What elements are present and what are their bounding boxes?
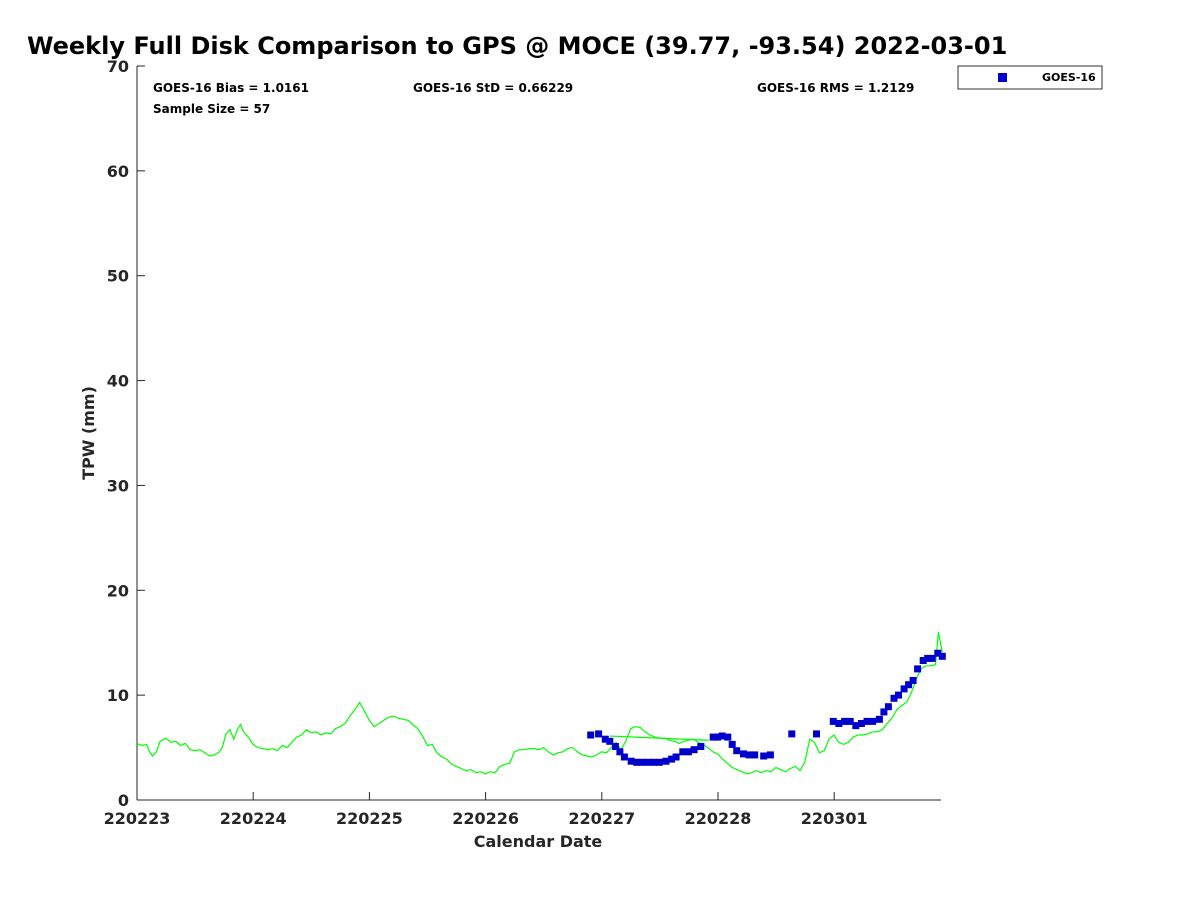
goes16-point <box>835 720 843 727</box>
goes16-point <box>928 654 936 662</box>
goes16-point <box>668 755 676 763</box>
stat-bias: GOES-16 Bias = 1.0161 <box>153 81 309 95</box>
goes16-point <box>620 753 628 761</box>
goes16-point <box>934 649 942 657</box>
goes16-point <box>869 717 877 725</box>
goes16-point <box>633 758 641 766</box>
y-tick-label: 20 <box>107 581 129 600</box>
goes16-series <box>587 649 946 766</box>
chart-title: Weekly Full Disk Comparison to GPS @ MOC… <box>27 32 1007 60</box>
goes16-point <box>863 717 871 725</box>
goes16-point <box>900 685 908 693</box>
x-axis-label: Calendar Date <box>474 832 603 851</box>
goes16-point <box>745 751 753 759</box>
goes16-point <box>718 732 726 740</box>
y-tick-label: 30 <box>107 476 129 495</box>
x-tick-label: 220224 <box>220 809 287 828</box>
goes16-point <box>606 737 614 745</box>
goes16-point <box>650 758 658 766</box>
goes16-point <box>938 652 946 660</box>
goes16-point <box>733 747 741 755</box>
legend-label-goes16: GOES-16 <box>1042 71 1096 84</box>
goes16-point <box>890 694 898 702</box>
goes16-point <box>611 743 619 750</box>
plot-frame <box>136 66 941 801</box>
stat-std: GOES-16 StD = 0.66229 <box>413 81 573 95</box>
y-tick-label: 50 <box>107 267 129 286</box>
goes16-point <box>895 691 902 699</box>
goes16-point <box>766 751 774 759</box>
goes16-point <box>841 717 849 725</box>
goes16-point <box>924 654 932 662</box>
goes16-point <box>852 722 860 730</box>
x-tick-label: 220223 <box>104 809 171 828</box>
y-tick-label: 10 <box>107 686 129 705</box>
x-tick-label: 220301 <box>801 809 868 828</box>
goes16-point <box>655 758 663 766</box>
goes16-point <box>740 750 747 758</box>
goes16-point <box>679 748 687 756</box>
goes16-point <box>714 733 722 741</box>
goes16-point <box>662 757 670 765</box>
goes16-point <box>724 733 732 741</box>
goes16-point <box>627 757 635 765</box>
y-axis-label: TPW (mm) <box>79 386 98 480</box>
goes16-point <box>846 717 854 725</box>
goes16-point <box>788 730 796 738</box>
goes16-point <box>728 740 736 748</box>
goes16-point <box>909 677 917 684</box>
x-tick-label: 220225 <box>336 809 403 828</box>
goes16-point <box>595 730 603 738</box>
goes16-point <box>875 715 883 723</box>
goes16-point <box>638 758 646 766</box>
legend: GOES-16 <box>957 65 1103 90</box>
y-tick-label: 40 <box>107 372 129 391</box>
gps-series <box>136 632 943 775</box>
y-axis-ticks: 0 10 20 30 40 50 60 70 <box>107 57 145 810</box>
x-axis-ticks: 220223 220224 220225 220226 220227 220228 2203… <box>104 792 868 828</box>
legend-marker-goes16 <box>998 73 1007 82</box>
goes16-point <box>857 720 865 727</box>
goes16-point <box>829 717 837 725</box>
goes16-point <box>697 743 705 750</box>
goes16-point <box>919 657 927 664</box>
goes16-point <box>601 735 609 743</box>
gps-line <box>136 632 943 775</box>
y-tick-label: 60 <box>107 162 129 181</box>
goes16-point <box>813 730 820 738</box>
goes16-point <box>760 752 768 760</box>
goes16-point <box>616 748 624 756</box>
gps-gap-segment <box>609 735 709 741</box>
goes16-point <box>751 751 759 759</box>
stat-rms: GOES-16 RMS = 1.2129 <box>757 81 914 95</box>
goes16-point <box>684 748 692 756</box>
goes16-point <box>884 703 892 711</box>
y-tick-label: 70 <box>107 57 129 76</box>
goes16-point <box>690 746 698 754</box>
y-tick-label: 0 <box>118 791 129 810</box>
x-tick-label: 220226 <box>452 809 519 828</box>
goes16-point <box>672 753 680 761</box>
goes16-point <box>644 758 652 766</box>
goes16-point <box>880 708 888 716</box>
goes16-point <box>914 665 922 673</box>
goes16-point <box>587 731 595 739</box>
x-tick-label: 220227 <box>568 809 635 828</box>
goes16-point <box>709 733 717 741</box>
x-tick-label: 220228 <box>685 809 752 828</box>
goes16-point <box>905 681 913 689</box>
stat-sample-size: Sample Size = 57 <box>153 102 270 116</box>
legend-box <box>957 65 1103 90</box>
